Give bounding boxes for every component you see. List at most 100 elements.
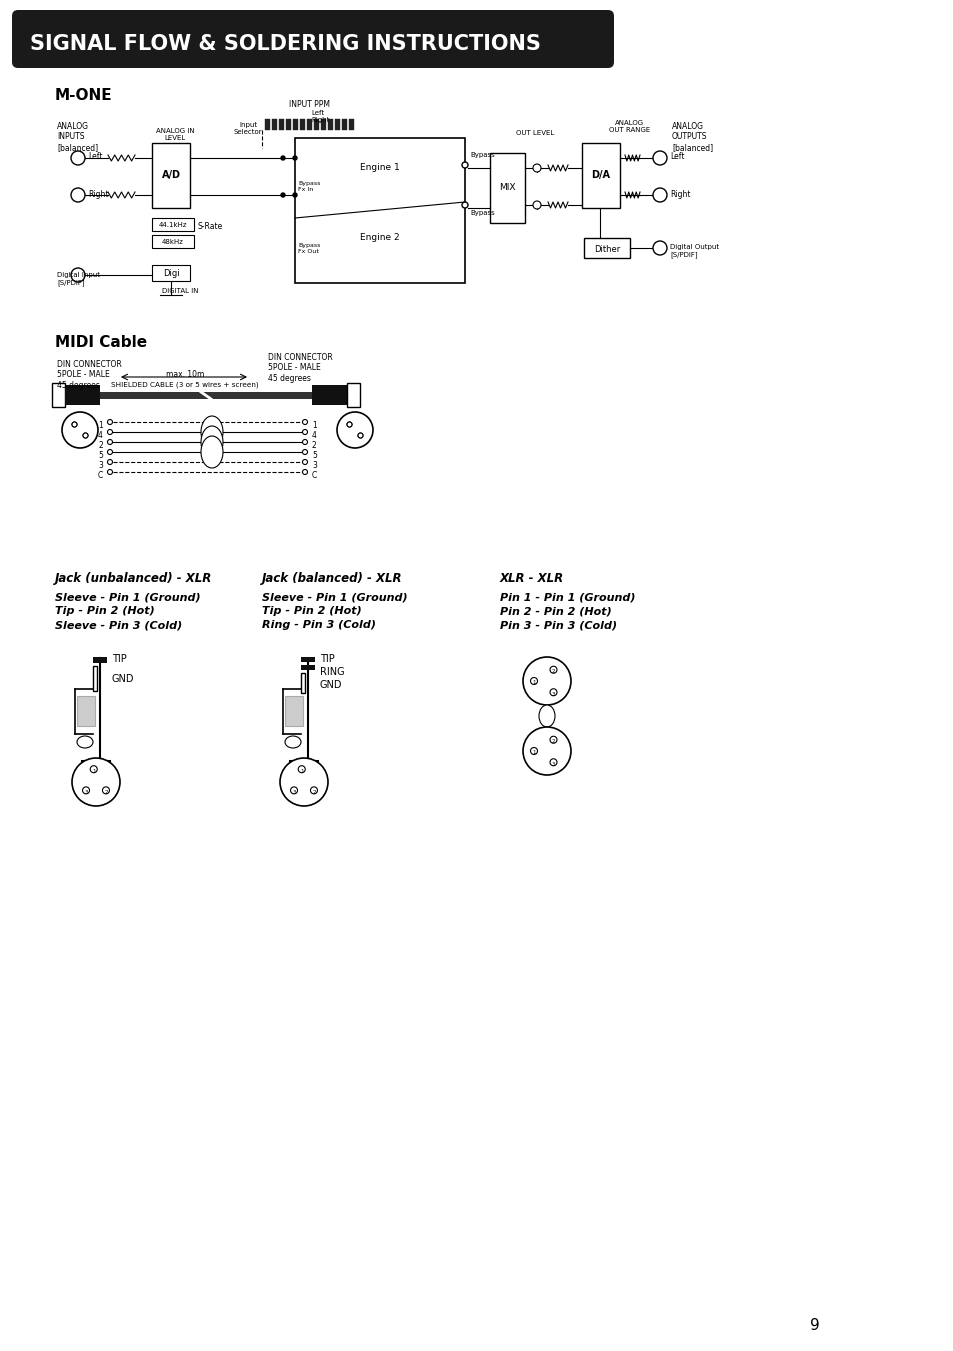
Bar [349, 119, 354, 130]
Circle shape [302, 439, 307, 444]
Text: 3: 3 [292, 790, 295, 794]
Text: Sleeve - Pin 3 (Cold): Sleeve - Pin 3 (Cold) [55, 620, 182, 630]
Text: 3: 3 [551, 762, 555, 767]
Circle shape [71, 151, 85, 165]
Circle shape [550, 736, 557, 743]
Bar [265, 119, 270, 130]
Circle shape [652, 240, 666, 255]
Text: 5: 5 [312, 450, 316, 459]
Bar [77, 696, 95, 725]
Text: Right: Right [669, 190, 690, 199]
Text: Jack (balanced) - XLR: Jack (balanced) - XLR [262, 571, 402, 585]
Circle shape [530, 747, 537, 754]
Text: D/A: D/A [591, 170, 610, 180]
Circle shape [108, 459, 112, 465]
Circle shape [280, 758, 328, 807]
Text: 44.1kHz: 44.1kHz [158, 222, 187, 228]
Text: Digital Output
[S/PDIF]: Digital Output [S/PDIF] [669, 245, 719, 258]
Circle shape [71, 758, 120, 807]
Text: Bypass
Fx Out: Bypass Fx Out [297, 243, 320, 254]
Text: Ring - Pin 3 (Cold): Ring - Pin 3 (Cold) [262, 620, 375, 630]
Text: Jack (unbalanced) - XLR: Jack (unbalanced) - XLR [55, 571, 212, 585]
Text: 2: 2 [98, 440, 103, 450]
Bar [307, 119, 312, 130]
Text: 2: 2 [551, 669, 555, 674]
Bar [100, 392, 312, 399]
Circle shape [108, 450, 112, 454]
Circle shape [357, 434, 363, 438]
Circle shape [530, 677, 537, 685]
Circle shape [302, 430, 307, 435]
Text: Right: Right [311, 118, 329, 123]
Circle shape [71, 188, 85, 203]
Circle shape [83, 434, 88, 438]
Text: 3: 3 [312, 461, 316, 470]
Bar [301, 673, 305, 693]
Circle shape [357, 434, 363, 438]
Text: MIDI Cable: MIDI Cable [55, 335, 147, 350]
Bar [152, 235, 193, 249]
Circle shape [533, 201, 540, 209]
Circle shape [310, 786, 317, 794]
Text: Engine 2: Engine 2 [360, 234, 399, 242]
Text: C: C [312, 470, 317, 480]
Text: Pin 1 - Pin 1 (Ground): Pin 1 - Pin 1 (Ground) [499, 592, 635, 603]
Text: 1: 1 [98, 420, 103, 430]
Text: ANALOG
OUT RANGE: ANALOG OUT RANGE [609, 120, 650, 132]
Text: 4: 4 [98, 431, 103, 439]
Text: M-ONE: M-ONE [55, 88, 112, 103]
Circle shape [291, 786, 297, 794]
Text: 3: 3 [551, 692, 555, 697]
Text: 2: 2 [312, 790, 315, 794]
Circle shape [108, 470, 112, 474]
Text: Engine 1: Engine 1 [359, 163, 399, 173]
Bar [52, 382, 65, 407]
Circle shape [550, 759, 557, 766]
Circle shape [281, 193, 285, 197]
Circle shape [302, 450, 307, 454]
Text: MIX: MIX [498, 184, 515, 192]
Text: OUT LEVEL: OUT LEVEL [516, 130, 554, 136]
Text: Sleeve - Pin 1 (Ground): Sleeve - Pin 1 (Ground) [262, 592, 407, 603]
Circle shape [336, 412, 373, 449]
Ellipse shape [77, 736, 92, 748]
Text: C: C [97, 470, 103, 480]
Text: 48kHz: 48kHz [162, 239, 184, 245]
Text: Tip - Pin 2 (Hot): Tip - Pin 2 (Hot) [55, 607, 154, 616]
Circle shape [83, 786, 90, 794]
Text: Bypass: Bypass [470, 153, 495, 158]
Text: Dither: Dither [594, 245, 619, 254]
Text: SIGNAL FLOW & SOLDERING INSTRUCTIONS: SIGNAL FLOW & SOLDERING INSTRUCTIONS [30, 34, 540, 54]
Text: Right: Right [88, 190, 109, 199]
Text: 1: 1 [299, 769, 303, 774]
Circle shape [302, 470, 307, 474]
Text: TIP: TIP [319, 654, 335, 663]
Circle shape [293, 193, 296, 197]
Text: 4: 4 [312, 431, 316, 439]
Circle shape [347, 422, 352, 427]
Text: TIP: TIP [112, 654, 127, 663]
Text: Left: Left [311, 109, 324, 116]
Bar [152, 218, 193, 231]
Text: Pin 2 - Pin 2 (Hot): Pin 2 - Pin 2 (Hot) [499, 607, 611, 616]
Bar [152, 265, 190, 281]
Text: ANALOG
OUTPUTS
[balanced]: ANALOG OUTPUTS [balanced] [671, 122, 713, 151]
Text: ANALOG IN
LEVEL: ANALOG IN LEVEL [155, 128, 194, 141]
Bar [285, 696, 303, 725]
Circle shape [461, 162, 468, 168]
Text: Left: Left [88, 153, 102, 161]
FancyBboxPatch shape [12, 9, 614, 68]
Circle shape [652, 151, 666, 165]
Text: 1: 1 [312, 420, 316, 430]
Circle shape [281, 155, 285, 159]
Text: 5: 5 [98, 450, 103, 459]
Circle shape [522, 657, 571, 705]
Bar [341, 119, 347, 130]
Text: Tip - Pin 2 (Hot): Tip - Pin 2 (Hot) [262, 607, 361, 616]
Bar [314, 119, 318, 130]
Circle shape [62, 412, 98, 449]
Text: Pin 3 - Pin 3 (Cold): Pin 3 - Pin 3 (Cold) [499, 620, 617, 630]
Text: GND: GND [112, 674, 134, 684]
Bar [286, 119, 291, 130]
Bar [301, 657, 314, 662]
